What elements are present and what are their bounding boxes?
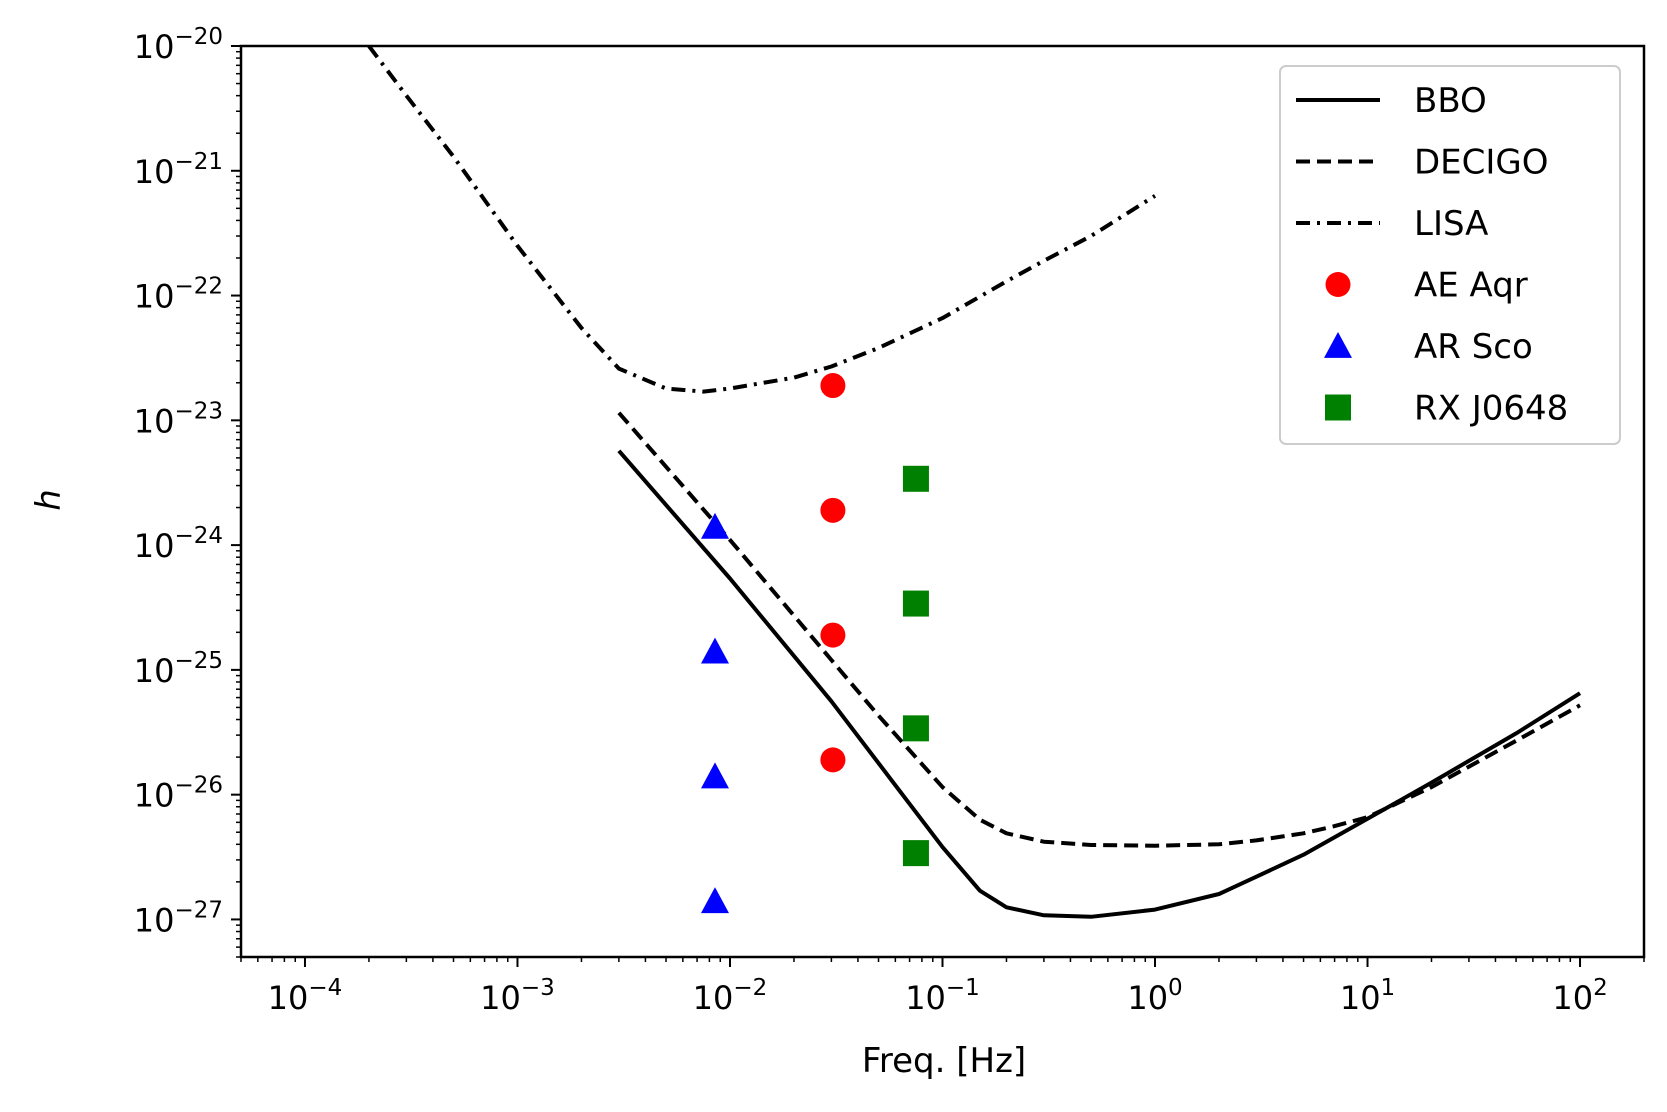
data-point-ar-sco xyxy=(700,762,729,789)
legend-label-ar-sco: AR Sco xyxy=(1414,327,1533,367)
y-tick-label: 10−21 xyxy=(134,149,223,191)
y-tick-label: 10−26 xyxy=(134,773,223,815)
data-point-ae-aqr xyxy=(820,622,846,648)
x-tick-label: 10−4 xyxy=(268,975,343,1017)
legend: BBO DECIGO LISA AE Aqr AR Sco RX J0648 xyxy=(1279,65,1621,445)
legend-label-rx-j0648: RX J0648 xyxy=(1414,389,1568,429)
data-point-rx-j0648 xyxy=(902,840,929,867)
x-tick-label: 102 xyxy=(1552,975,1607,1017)
y-tick-label: 10−25 xyxy=(134,648,223,690)
data-point-rx-j0648 xyxy=(902,465,929,492)
legend-swatch-rx-j0648 xyxy=(1325,394,1351,421)
x-tick-label: 101 xyxy=(1340,975,1395,1017)
data-point-ae-aqr xyxy=(820,373,846,399)
y-tick-label: 10−22 xyxy=(134,274,223,316)
data-point-rx-j0648 xyxy=(902,590,929,617)
y-tick-label: 10−20 xyxy=(134,24,223,66)
legend-label-bbo: BBO xyxy=(1414,81,1487,121)
data-point-ae-aqr xyxy=(820,497,846,523)
y-tick-label: 10−27 xyxy=(134,897,223,939)
data-point-ae-aqr xyxy=(820,747,846,773)
legend-label-lisa: LISA xyxy=(1414,204,1488,244)
data-point-ar-sco xyxy=(700,637,729,664)
legend-label-ae-aqr: AE Aqr xyxy=(1414,266,1528,306)
legend-swatch-ae-aqr xyxy=(1325,272,1351,297)
data-point-rx-j0648 xyxy=(902,715,929,742)
x-tick-label: 10−2 xyxy=(693,975,768,1017)
y-tick-label: 10−24 xyxy=(134,523,223,565)
x-tick-label: 10−1 xyxy=(905,975,980,1017)
x-tick-label: 100 xyxy=(1127,975,1182,1017)
y-axis-title: h xyxy=(29,489,69,511)
series-line-lisa xyxy=(367,46,1157,394)
x-axis-title: Freq. [Hz] xyxy=(862,1041,1026,1081)
data-point-ar-sco xyxy=(700,887,729,914)
legend-label-decigo: DECIGO xyxy=(1414,143,1549,183)
legend-swatch-ar-sco xyxy=(1324,332,1352,358)
y-tick-label: 10−23 xyxy=(134,398,223,440)
legend-box xyxy=(1279,65,1621,445)
x-tick-label: 10−3 xyxy=(480,975,555,1017)
data-point-ar-sco xyxy=(700,512,729,539)
series-line-decigo xyxy=(617,411,1581,848)
